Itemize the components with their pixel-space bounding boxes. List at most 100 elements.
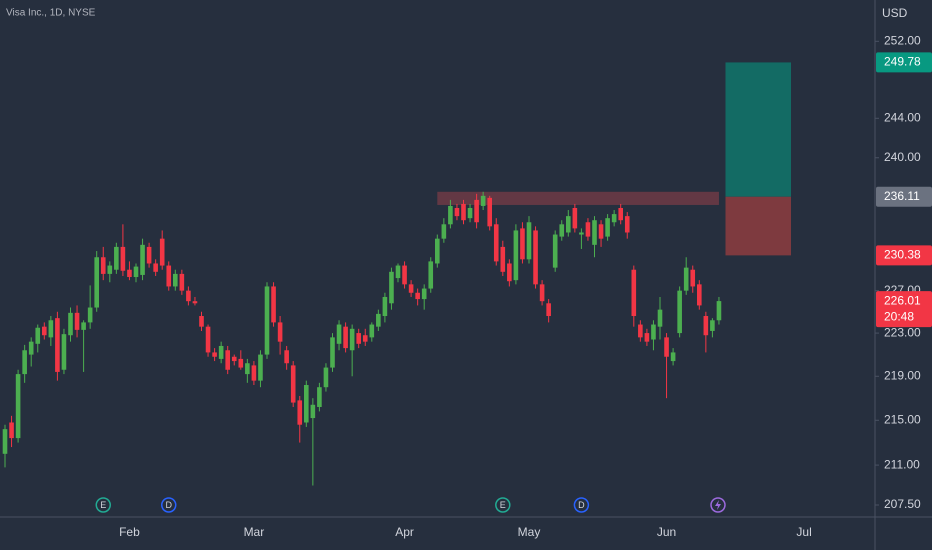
candle-body [356,333,361,344]
candle-body [173,273,178,287]
candle-body [304,385,309,423]
candle-body [87,307,93,323]
candle-body [166,265,172,287]
price-label-bg [876,52,932,73]
y-tick-label: 211.00 [884,457,920,471]
candle-body [42,326,47,336]
candle-body [15,374,21,439]
candle-body [297,400,303,425]
price-label-bg [876,186,932,207]
candle-body [61,334,67,370]
candle-body [690,269,696,287]
candle-body [572,207,578,229]
y-tick-label: 207.50 [884,497,921,511]
candle-body [474,199,479,223]
x-tick-label: May [518,525,541,539]
candle-body [330,337,335,368]
candle-body [186,290,191,302]
candle-body [35,327,41,344]
candle-body [317,387,322,407]
candle-body [284,350,289,364]
price-label: 236.11 [884,189,920,203]
candle-body [120,246,126,271]
candle-body [467,207,473,219]
position-loss [725,196,791,256]
candle-body [566,216,571,233]
event-icon [161,497,177,513]
candle-body [526,222,532,260]
candle-body [94,257,99,308]
candle-body [74,312,80,330]
candle-body [133,266,139,278]
candle-body [585,222,591,237]
candle-body [382,296,388,317]
candle-body [127,269,132,278]
candle-body [507,263,512,282]
candle-body [395,265,401,279]
event-icon [95,497,111,513]
candle-body [500,246,506,272]
x-tick-label: Jun [657,525,676,539]
price-label-bg [876,291,932,328]
candle-body [435,238,440,264]
candle-body [664,337,669,357]
x-tick-label: Jul [796,525,811,539]
candle-body [179,273,185,291]
event-icon [495,497,511,513]
candle-body [376,313,381,327]
candle-body [441,224,447,239]
candle-body [644,333,650,342]
candle-body [546,303,551,317]
candle-body [290,365,296,403]
candle-body [638,324,643,338]
candle-body [192,301,198,304]
candle-body [552,234,558,268]
candle-body [624,216,630,233]
candle-body [212,352,217,357]
candle-body [271,286,276,323]
candle-body [107,265,113,274]
candle-body [258,354,263,381]
candle-body [677,290,682,334]
candle-body [651,324,656,340]
candle-body [245,363,250,375]
candle-body [349,328,355,351]
candle-body [9,422,14,439]
candle-body [454,207,460,217]
price-label-bg [876,245,932,266]
candle-body [251,365,257,381]
candle-body [114,246,119,270]
candle-body [493,224,499,262]
candle-body [579,232,584,235]
candle-body [683,267,689,291]
position-profit [725,62,791,197]
y-tick-label: 252.00 [884,33,921,47]
candle-body [402,265,407,285]
candle-body [448,205,453,225]
candle-body [277,322,283,342]
candle-body [657,309,663,327]
countdown-label: 20:48 [884,309,914,323]
candle-body [100,257,106,274]
x-tick-label: Apr [395,525,414,539]
candle-body [631,269,637,317]
event-label: E [100,500,106,510]
candle-body [598,224,604,239]
candle-body [461,203,466,221]
candle-body [559,224,565,237]
x-tick-label: Feb [119,525,140,539]
candle-body [408,284,414,293]
candle-body [22,350,27,375]
event-label: D [578,500,585,510]
price-label: 249.78 [884,55,921,69]
candle-body [480,195,486,206]
candle-body [487,197,492,227]
resistance-zone [437,191,719,205]
candle-body [323,367,329,388]
candle-body [716,301,722,321]
candle-body [238,358,244,368]
news-icon-bolt [715,500,721,510]
event-label: D [166,500,173,510]
candle-body [231,356,237,362]
